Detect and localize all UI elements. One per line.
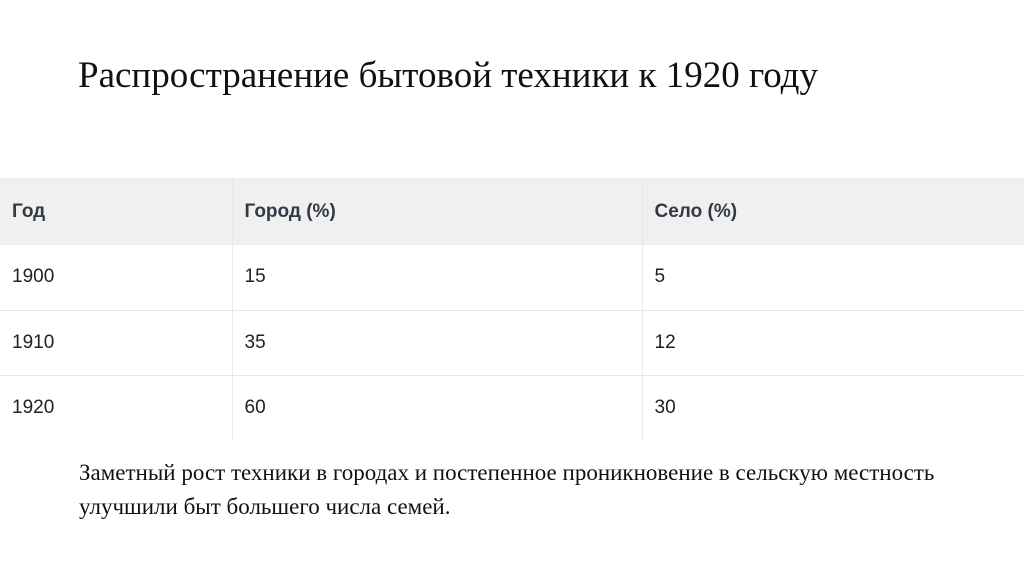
slide-footer-text: Заметный рост техники в городах и постеп… [79,460,935,519]
cell-city: 60 [231,375,642,440]
cell-city: 35 [231,310,642,375]
cell-village: 12 [641,310,1024,375]
cell-village: 30 [641,375,1024,440]
header-year: Год [12,200,46,222]
table-header-row: Год Город (%) Село (%) [0,178,1024,245]
header-city: Город (%) [231,178,642,245]
cell-year: 1920 [12,396,55,418]
slide-title: Распространение бытовой техники к 1920 г… [78,55,818,96]
cell-year: 1900 [12,266,55,288]
header-village: Село (%) [641,178,1024,245]
table-row: 1920 60 30 [0,375,1024,440]
cell-year: 1910 [12,331,55,353]
cell-city: 15 [231,245,642,310]
appliance-table-container: Год Город (%) Село (%) 1900 15 5 1910 35… [0,178,1024,440]
table-row: 1900 15 5 [0,245,1024,310]
appliance-table: Год Город (%) Село (%) 1900 15 5 1910 35… [0,178,1024,440]
table-row: 1910 35 12 [0,310,1024,375]
cell-village: 5 [641,245,1024,310]
